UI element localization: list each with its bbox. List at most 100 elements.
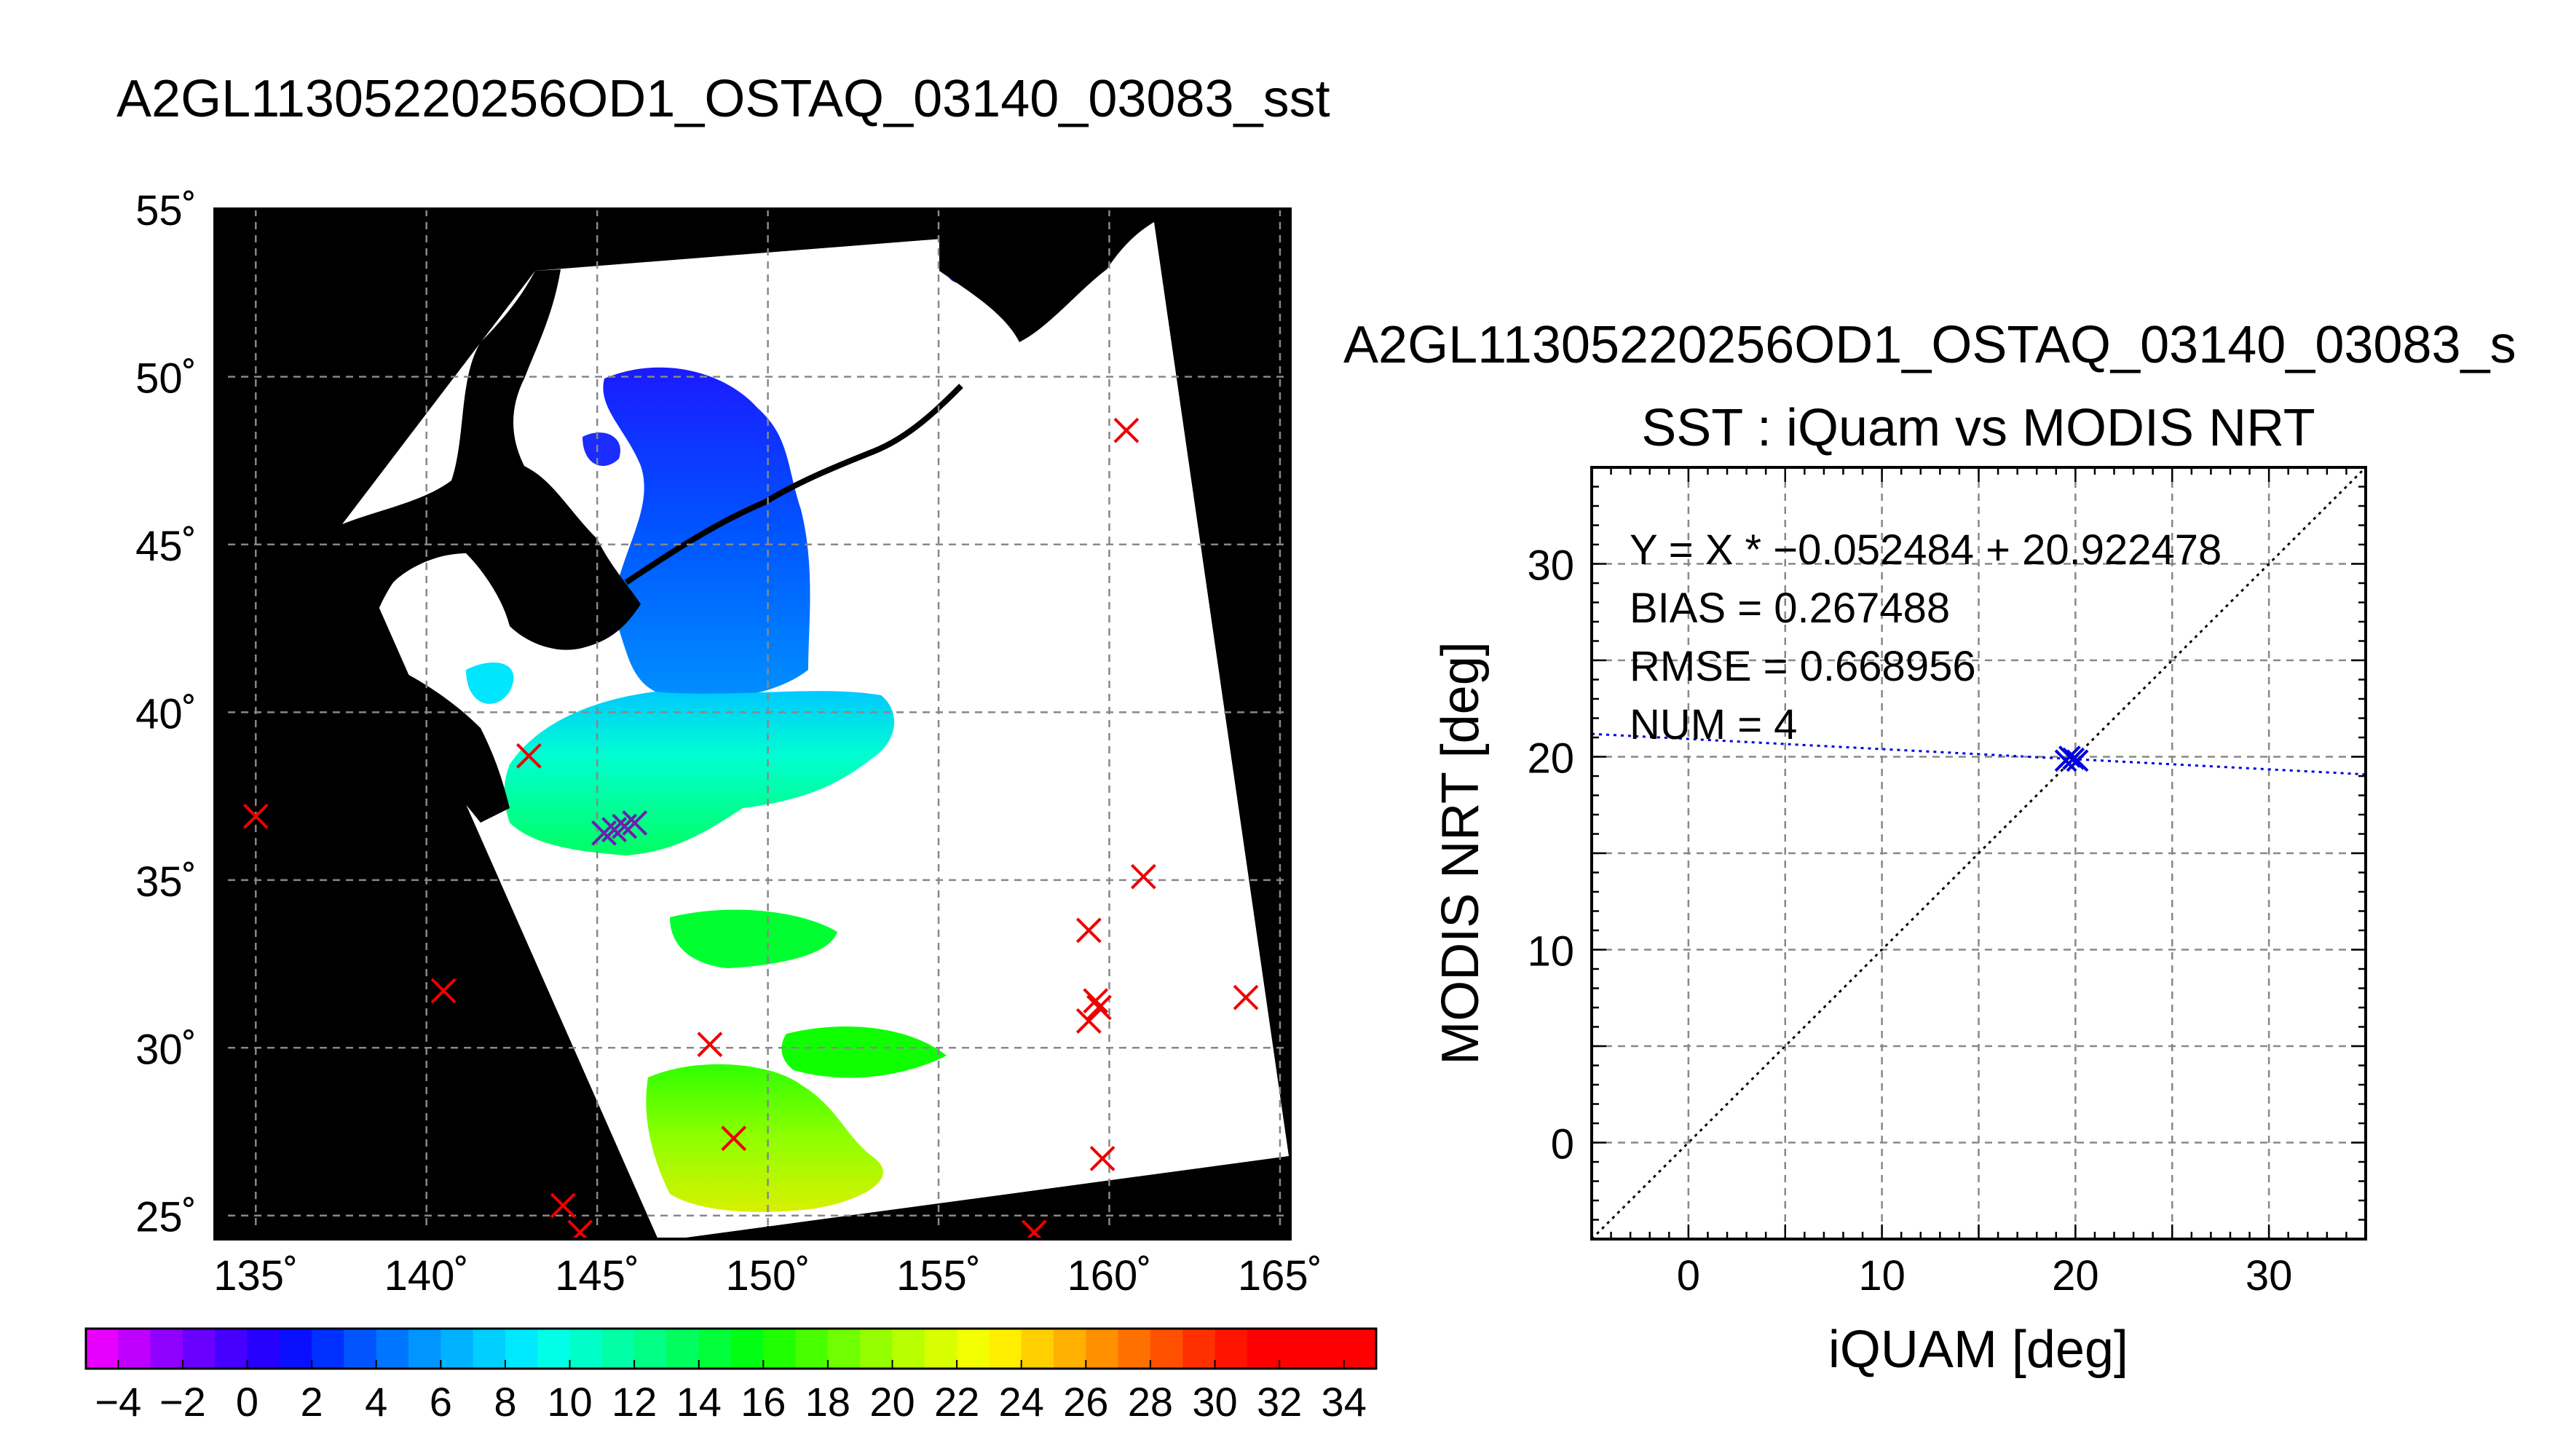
colorbar-swatch <box>763 1329 797 1369</box>
iquam-marker-stroke-b <box>1130 863 1156 890</box>
scatter-lines <box>1592 467 2366 1239</box>
iquam-marker-stroke-b <box>550 1192 576 1219</box>
colorbar-swatch <box>1247 1329 1280 1369</box>
iquam-marker-stroke-b <box>1089 1145 1115 1171</box>
map-lon-labels: 135˚ 140˚ 145˚ 150˚ 155˚ 160˚ 165˚ <box>213 1226 1322 1299</box>
lat-tick-label: 25˚ <box>135 1194 197 1241</box>
colorbar-label: 16 <box>741 1379 786 1425</box>
lon-tick-label: 150˚ <box>726 1252 810 1299</box>
colorbar-swatch <box>312 1329 344 1369</box>
colorbar-swatch <box>118 1329 151 1369</box>
iquam-marker <box>1075 1008 1102 1034</box>
iquam-marker-stroke-b <box>430 978 457 1004</box>
colorbar-swatch <box>376 1329 409 1369</box>
iquam-marker <box>550 1192 576 1219</box>
iquam-markers <box>242 417 1259 1239</box>
chart-title: SST : iQuam vs MODIS NRT <box>1641 399 2315 457</box>
colorbar-swatch <box>1343 1329 1377 1369</box>
colorbar-label: 18 <box>805 1379 850 1425</box>
sst-cyan-green-region <box>504 691 895 855</box>
lon-tick-label: 155˚ <box>896 1252 981 1299</box>
lon-tick-label: 145˚ <box>555 1252 639 1299</box>
y-tick-label: 20 <box>1527 735 1574 783</box>
colorbar-label: 34 <box>1322 1379 1367 1425</box>
lon-tick-label: 165˚ <box>1238 1252 1322 1299</box>
iquam-marker <box>516 743 542 769</box>
identity-line <box>1592 467 2366 1239</box>
map-grid <box>215 209 1290 1239</box>
colorbar-swatch <box>279 1329 312 1369</box>
fit-line <box>1592 732 2366 776</box>
colorbar-label: 12 <box>612 1379 657 1425</box>
x-axis-label: iQUAM [deg] <box>1828 1321 2128 1379</box>
colorbar-label: 28 <box>1128 1379 1173 1425</box>
colorbar-swatch <box>601 1329 635 1369</box>
colorbar-swatch <box>441 1329 474 1369</box>
iquam-marker-stroke-b <box>1086 994 1112 1021</box>
stats-line: Y = X * −0.052484 + 20.922478 <box>1630 526 2222 574</box>
iquam-marker <box>1130 863 1156 890</box>
scatter-panel-title: A2GL11305220256OD1_OSTAQ_03140_03083_s <box>1343 316 2516 374</box>
lat-tick-label: 55˚ <box>135 187 197 234</box>
colorbar-label: −2 <box>159 1379 206 1425</box>
scatter-points <box>2054 745 2089 772</box>
colorbar-swatch <box>344 1329 377 1369</box>
colorbar-swatch <box>1021 1329 1054 1369</box>
colorbar-label: 22 <box>934 1379 979 1425</box>
iquam-marker <box>1113 417 1140 443</box>
iquam-marker-stroke-b <box>1025 1219 1047 1239</box>
colorbar-swatch <box>247 1329 280 1369</box>
colorbar-label: 10 <box>547 1379 592 1425</box>
colorbar-swatch <box>1279 1329 1312 1369</box>
colorbar-label: 2 <box>301 1379 323 1425</box>
x-tick-labels: 0 10 20 30 <box>1677 1252 2293 1299</box>
sst-green-patch <box>781 1026 947 1078</box>
colorbar-swatch <box>505 1329 538 1369</box>
iquam-marker-stroke-b <box>1075 1008 1102 1034</box>
iquam-marker-stroke-b <box>516 743 542 769</box>
colorbar-swatch <box>537 1329 570 1369</box>
iquam-marker-stroke-b <box>1075 917 1102 943</box>
matchup-marker-stroke-b <box>622 810 648 836</box>
iquam-marker-stroke-b <box>721 1125 747 1152</box>
x-tick-label: 20 <box>2052 1252 2099 1299</box>
colorbar-swatch <box>957 1329 990 1369</box>
colorbar-swatch <box>86 1329 119 1369</box>
colorbar-swatch <box>150 1329 183 1369</box>
colorbar-label: 8 <box>494 1379 516 1425</box>
sst-colorbar: −4 −2 0 2 4 6 8 10 12 14 16 18 20 22 24 26 28 30 32 34 <box>84 1327 1378 1425</box>
colorbar-swatch <box>473 1329 506 1369</box>
scatter-point-stroke-b <box>2066 749 2089 772</box>
colorbar-swatch <box>1182 1329 1215 1369</box>
x-tick-label: 0 <box>1677 1252 1700 1299</box>
colorbar-swatch <box>698 1329 732 1369</box>
land-honshu-coast <box>364 655 510 823</box>
colorbar-swatch <box>666 1329 700 1369</box>
iquam-marker <box>242 803 269 829</box>
scatter-chart: Y = X * −0.052484 + 20.922478 BIAS = 0.26… <box>1431 466 2367 1379</box>
x-tick-label: 10 <box>1858 1252 1906 1299</box>
iquam-marker <box>430 978 457 1004</box>
y-axis-label: MODIS NRT [deg] <box>1431 641 1490 1065</box>
colorbar-swatch <box>827 1329 861 1369</box>
colorbar-swatch <box>1054 1329 1086 1369</box>
iquam-marker-stroke-b <box>242 803 269 829</box>
lon-tick-label: 135˚ <box>213 1252 298 1299</box>
colorbar-label: 4 <box>365 1379 387 1425</box>
iquam-marker-stroke-b <box>697 1032 723 1058</box>
scatter-ticks <box>1590 466 2367 1241</box>
colorbar-swatch <box>924 1329 957 1369</box>
iquam-marker <box>567 1219 593 1239</box>
sst-retrieval-field <box>466 259 971 1212</box>
lon-tick-label: 140˚ <box>384 1252 469 1299</box>
matchup-marker <box>622 810 648 836</box>
sst-cyan-patch <box>466 662 514 704</box>
colorbar-swatch <box>182 1329 216 1369</box>
stats-line: NUM = 4 <box>1630 701 1797 748</box>
lat-tick-label: 45˚ <box>135 523 197 570</box>
lat-tick-label: 35˚ <box>135 858 197 906</box>
lat-tick-label: 40˚ <box>135 690 197 737</box>
colorbar-label: 30 <box>1192 1379 1237 1425</box>
colorbar-frame <box>84 1327 1378 1370</box>
